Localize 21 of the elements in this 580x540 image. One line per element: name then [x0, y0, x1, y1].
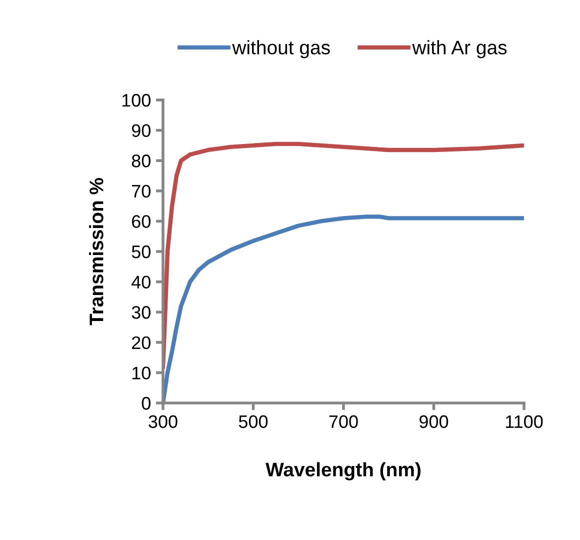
y-tick-label: 60 [132, 215, 150, 228]
y-tick-label: 80 [132, 154, 150, 168]
y-tick-label: 50 [132, 245, 150, 258]
y-tick-label: 20 [132, 336, 150, 350]
legend-label: with Ar gas [412, 40, 507, 58]
y-tick-label: 40 [132, 276, 150, 289]
y-tick-label: 100 [122, 94, 150, 107]
y-tick-label: 90 [132, 124, 150, 138]
line-series [163, 142, 524, 369]
x-tick-label: 300 [148, 415, 178, 428]
y-tick-label: 10 [132, 366, 150, 380]
x-axis-title: Wavelength (nm) [266, 462, 420, 480]
x-tick-label: 900 [420, 415, 448, 428]
legend-label: without gas [232, 40, 330, 58]
y-tick-label: 30 [132, 306, 150, 319]
x-tick-label: 700 [329, 415, 358, 428]
x-tick-label: 1100 [506, 415, 543, 428]
x-tick-label: 500 [238, 415, 268, 428]
y-tick-label: 70 [132, 184, 150, 198]
y-tick-label: 0 [142, 396, 150, 410]
y-axis-title: Transmission % [89, 178, 104, 326]
